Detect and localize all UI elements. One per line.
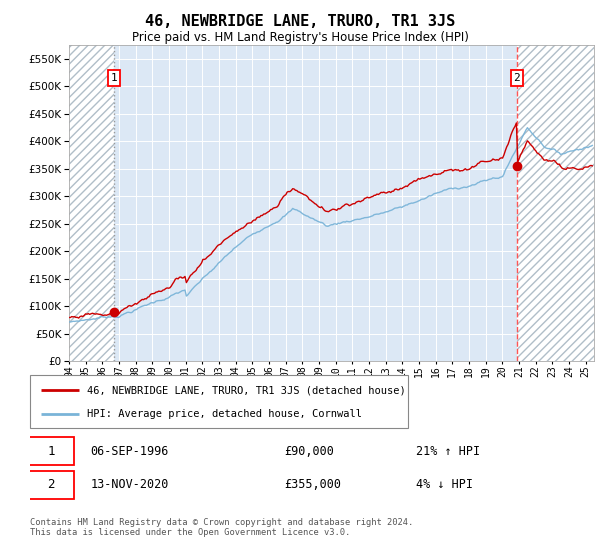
Text: £355,000: £355,000 — [284, 478, 341, 492]
Text: 46, NEWBRIDGE LANE, TRURO, TR1 3JS (detached house): 46, NEWBRIDGE LANE, TRURO, TR1 3JS (deta… — [87, 385, 406, 395]
Text: 1: 1 — [110, 73, 117, 83]
FancyBboxPatch shape — [27, 471, 74, 499]
Bar — [517, 45, 594, 361]
FancyBboxPatch shape — [30, 375, 408, 428]
FancyBboxPatch shape — [27, 437, 74, 465]
Text: Contains HM Land Registry data © Crown copyright and database right 2024.
This d: Contains HM Land Registry data © Crown c… — [30, 518, 413, 538]
Text: 2: 2 — [47, 478, 55, 492]
Text: 1: 1 — [47, 445, 55, 458]
Text: Price paid vs. HM Land Registry's House Price Index (HPI): Price paid vs. HM Land Registry's House … — [131, 31, 469, 44]
Text: HPI: Average price, detached house, Cornwall: HPI: Average price, detached house, Corn… — [87, 408, 362, 418]
Text: £90,000: £90,000 — [284, 445, 334, 458]
Text: 46, NEWBRIDGE LANE, TRURO, TR1 3JS: 46, NEWBRIDGE LANE, TRURO, TR1 3JS — [145, 14, 455, 29]
Text: 06-SEP-1996: 06-SEP-1996 — [91, 445, 169, 458]
Text: 13-NOV-2020: 13-NOV-2020 — [91, 478, 169, 492]
Text: 2: 2 — [514, 73, 520, 83]
Text: 4% ↓ HPI: 4% ↓ HPI — [416, 478, 473, 492]
Text: 21% ↑ HPI: 21% ↑ HPI — [416, 445, 481, 458]
Bar — [69, 45, 113, 361]
